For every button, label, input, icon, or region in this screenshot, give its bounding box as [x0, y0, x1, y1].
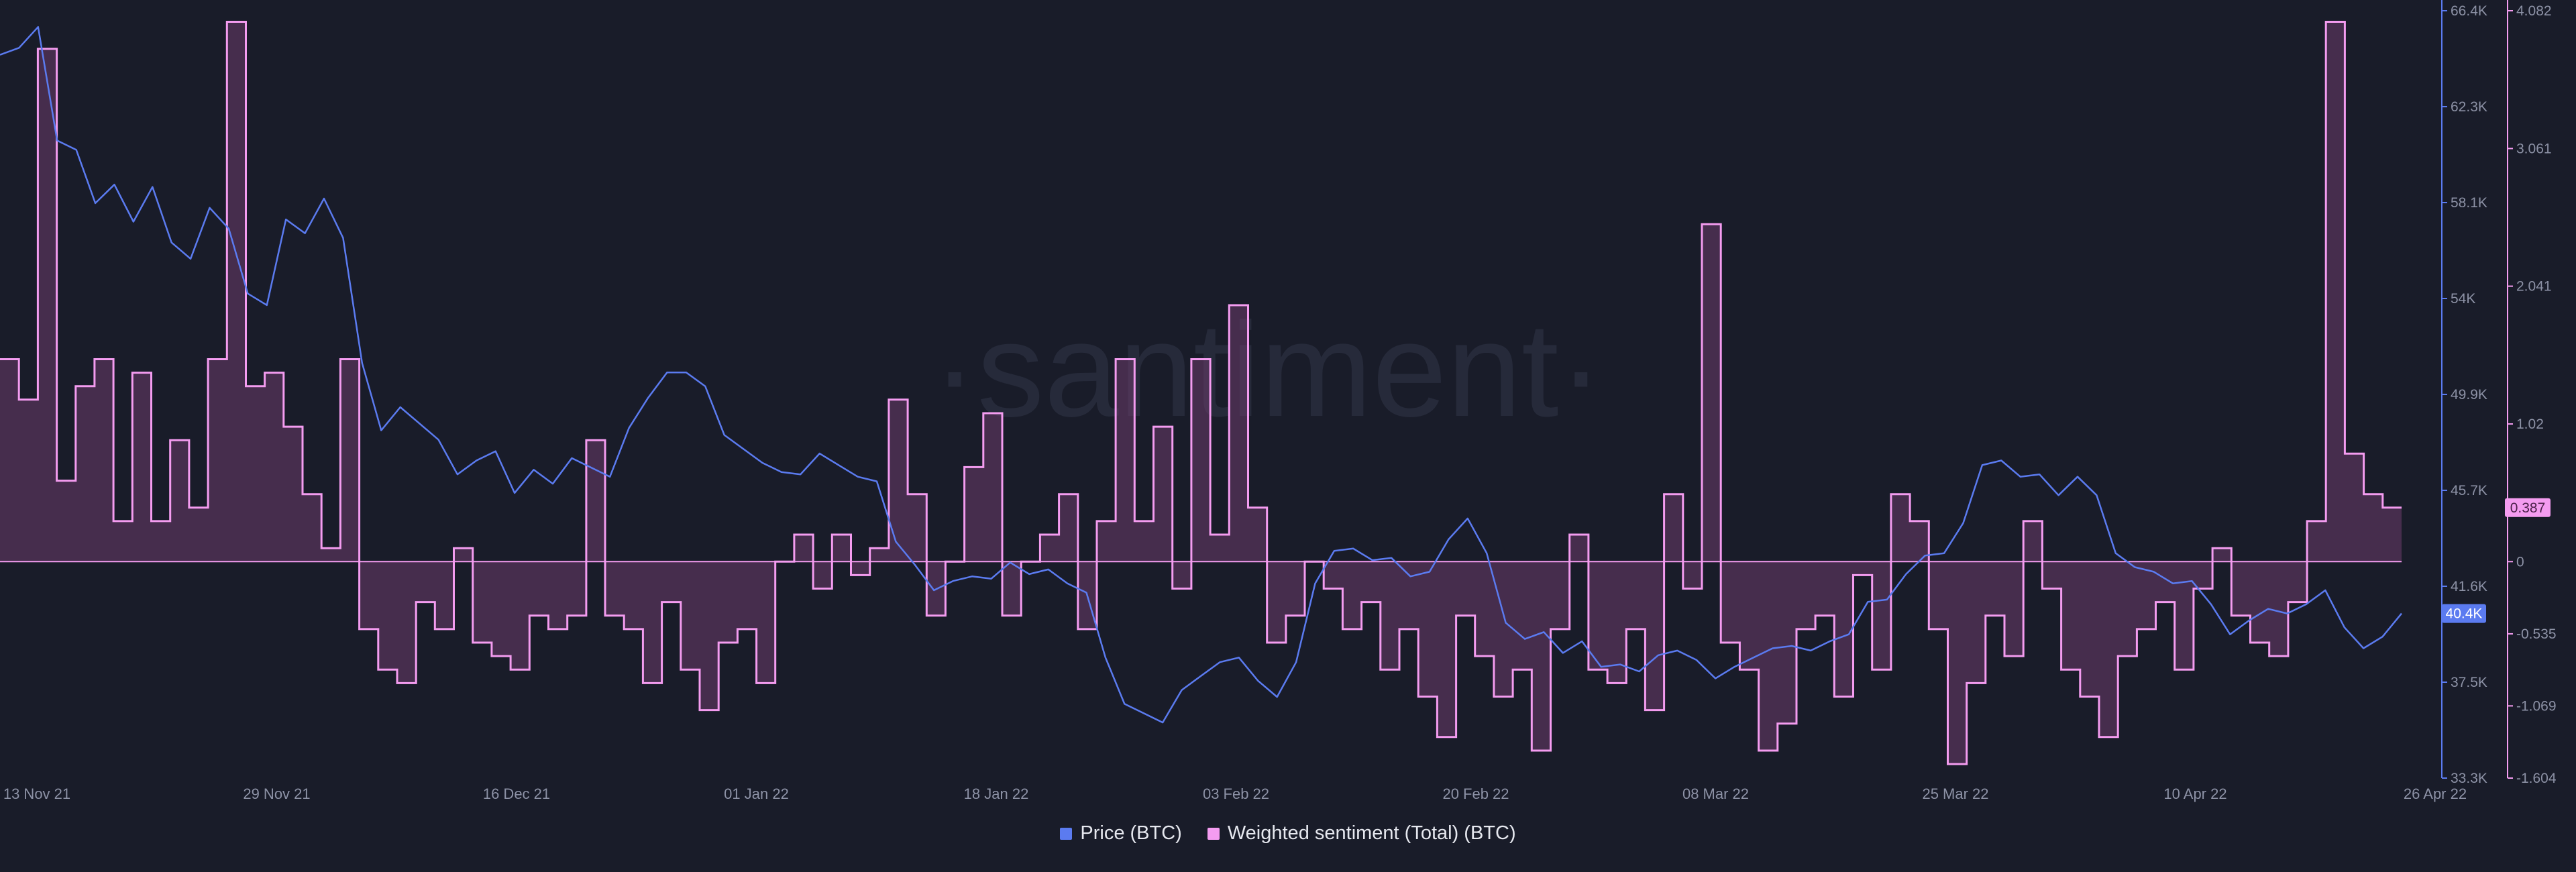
x-tick-label: 03 Feb 22: [1203, 785, 1269, 802]
sentiment-tick-label: 2.041: [2516, 279, 2552, 294]
watermark-text: ·santiment·: [932, 295, 1603, 445]
x-tick-label: 16 Dec 21: [483, 785, 550, 802]
sentiment-tick-label: 0: [2516, 554, 2524, 569]
legend-label-sentiment: Weighted sentiment (Total) (BTC): [1227, 822, 1516, 844]
price-tick-label: 58.1K: [2451, 195, 2487, 211]
price-tick-label: 33.3K: [2451, 771, 2487, 786]
price-tick-label: 41.6K: [2451, 579, 2487, 594]
price-tick-label: 37.5K: [2451, 675, 2487, 690]
x-tick-label: 20 Feb 22: [1442, 785, 1509, 802]
price-current-badge: [2442, 604, 2486, 623]
sentiment-tick-label: -1.604: [2516, 771, 2557, 786]
sentiment-line: [0, 21, 2402, 765]
price-tick-label: 54K: [2451, 291, 2475, 307]
x-tick-label: 01 Jan 22: [724, 785, 789, 802]
price-tick-label: 66.4K: [2451, 3, 2487, 19]
price-tick-label: 62.3K: [2451, 99, 2487, 115]
legend: Price (BTC) Weighted sentiment (Total) (…: [0, 822, 2576, 844]
x-tick-label: 18 Jan 22: [964, 785, 1029, 802]
price-tick-label: 49.9K: [2451, 387, 2487, 402]
sentiment-current-label: 0.387: [2510, 500, 2546, 516]
sentiment-current-badge: [2505, 498, 2551, 517]
x-tick-label: 10 Apr 22: [2163, 785, 2226, 802]
price-line: [0, 25, 2402, 724]
legend-item-price[interactable]: Price (BTC): [1060, 822, 1182, 844]
price-tick-label: 45.7K: [2451, 483, 2487, 498]
legend-swatch-price: [1060, 827, 1073, 840]
x-tick-label: 29 Nov 21: [243, 785, 310, 802]
x-tick-label: 25 Mar 22: [1922, 785, 1988, 802]
sentiment-tick-label: -0.535: [2516, 626, 2557, 642]
sentiment-area: [0, 21, 2402, 765]
x-tick-label: 13 Nov 21: [3, 785, 70, 802]
legend-item-sentiment[interactable]: Weighted sentiment (Total) (BTC): [1207, 822, 1516, 844]
sentiment-tick-label: -1.069: [2516, 698, 2557, 714]
sentiment-tick-label: 3.061: [2516, 141, 2552, 156]
sentiment-tick-label: 4.082: [2516, 3, 2552, 19]
legend-label-price: Price (BTC): [1080, 822, 1182, 844]
sentiment-tick-label: 1.02: [2516, 417, 2544, 432]
x-tick-label: 26 Apr 22: [2404, 785, 2467, 802]
price-current-label: 40.4K: [2446, 606, 2483, 622]
legend-swatch-sentiment: [1207, 827, 1220, 840]
x-tick-label: 08 Mar 22: [1682, 785, 1749, 802]
